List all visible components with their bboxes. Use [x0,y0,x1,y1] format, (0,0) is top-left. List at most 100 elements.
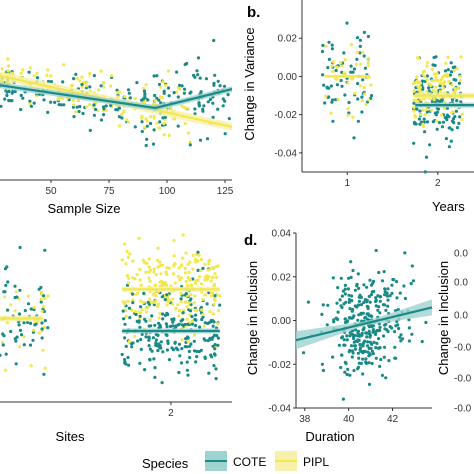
panel-c-point-pipl [206,275,211,279]
panel-d-point-cote [396,323,400,327]
panel-c-point-cote [179,361,184,365]
panel-c-point-cote [14,362,18,366]
panel-d-point-cote [368,353,372,357]
panel-a-point-cote [155,74,159,78]
panel-d-point-cote [343,320,348,325]
panel-b-point-cote [362,54,366,58]
panel-c-point-pipl [180,263,184,267]
panel-b-point-pipl [412,89,416,93]
panel-b-ytick-label: -0.02 [274,110,297,121]
panel-c-point-pipl [181,256,185,260]
panel-a-point-pipl [28,66,32,70]
panel-c-point-pipl [212,302,216,306]
panel-c-point-cote [160,295,164,299]
panel-d-point-cote [320,312,324,316]
panel-a-point-cote [161,116,165,120]
panel-d-point-cote [353,347,358,351]
panel-c-point-pipl [180,338,184,342]
panel-d-point-cote [347,300,351,304]
panel-a-point-cote [197,104,201,108]
panel-c-point-cote [153,366,157,370]
panel-c-point-pipl [213,299,217,303]
panel-d-point-cote [340,353,344,357]
panel-c-point-pipl [190,319,194,323]
panel-c-point-cote [130,345,134,349]
panel-d-point-cote [367,382,372,386]
panel-b-point-cote [356,119,360,123]
panel-c-point-cote [195,355,199,359]
panel-a-point-cote [142,89,147,93]
panel-b-point-pipl [456,86,460,90]
panel-a-point-cote [227,117,231,121]
panel-a-point-cote [148,121,153,126]
panel-b-point-pipl [362,85,366,90]
panel-d-point-cote [365,304,369,308]
panel-b-point-pipl [343,58,347,62]
panel-b-point-cote [356,97,360,101]
panel-d-point-cote [365,312,369,316]
panel-c-point-cote [138,314,142,318]
panel-a-point-cote [0,104,3,108]
panel-c-point-pipl [141,258,145,262]
panel-b-point-cote [421,86,425,90]
panel-c-point-pipl [136,291,140,295]
panel-c-point-cote [14,339,18,343]
panel-b-point-cote [349,64,353,68]
panel-d-point-cote [321,303,325,307]
panel-b-point-cote [366,34,370,39]
panel-c-point-cote [151,336,155,340]
panel-c-point-pipl [193,294,197,298]
panel-d-point-cote [353,288,357,292]
panel-c-point-cote [43,248,47,252]
panel-a-point-pipl [133,97,137,101]
panel-b-point-pipl [342,71,346,75]
panel-b-point-pipl [438,81,442,85]
panel-c-point-cote [197,350,201,354]
panel-d-point-cote [382,270,386,274]
panel-a-point-pipl [162,133,166,137]
panel-c-point-pipl [153,300,157,305]
panel-c-point-cote [214,377,218,381]
panel-a-point-cote [221,97,225,101]
panel-a-point-pipl [80,75,84,79]
panel-b-point-pipl [432,72,436,76]
panel-c-point-pipl [196,259,200,263]
panel-b-point-cote [455,99,459,103]
panel-c-point-pipl [186,339,190,343]
panel-b-point-cote [413,121,417,125]
panel-c-point-pipl [124,262,128,266]
panel-d-point-cote [407,326,411,330]
panel-d-point-cote [367,325,372,329]
panel-c-point-pipl [189,283,193,287]
panel-c-point-cote [17,312,22,316]
panel-c-point-pipl [148,318,152,322]
panel-d-point-cote [339,276,343,280]
panel-c-point-pipl [156,246,160,250]
panel-a-point-cote [72,77,76,81]
panel-d-point-cote [357,286,361,290]
panel-a-point-cote [196,73,200,77]
panel-a-point-cote [81,111,85,116]
panel-c-point-cote [152,357,156,361]
panel-b-point-pipl [366,56,371,61]
panel-d-point-cote [381,334,386,338]
panel-c-point-pipl [3,368,8,372]
panel-a-point-cote [109,103,113,107]
panel-d-point-cote [352,336,356,341]
panel-c-point-cote [121,309,125,313]
panel-b-point-cote [427,86,431,90]
panel-d-point-cote [306,300,310,304]
panel-c-point-pipl [126,281,130,285]
panel-c-point-pipl [164,270,168,274]
panel-c-point-cote [15,295,19,299]
panel-a-point-pipl [116,95,120,99]
panel-c-point-cote [201,266,205,270]
panel-c-point-cote [22,343,26,347]
panel-a-point-pipl [80,85,84,89]
panel-d-point-cote [349,344,354,348]
panel-b-point-pipl [434,75,438,79]
panel-b-point-pipl [336,97,340,101]
panel-b-point-pipl [358,84,362,88]
panel-a-cote-fit-line [0,84,233,110]
panel-c-point-pipl [37,331,41,335]
